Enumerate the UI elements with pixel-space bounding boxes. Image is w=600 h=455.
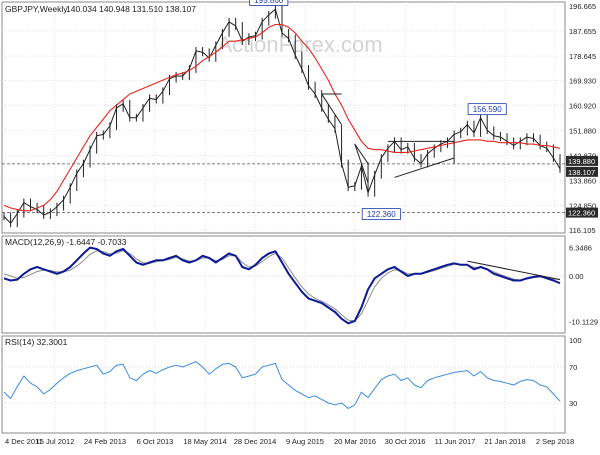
price-y-tick-label: 133.860 xyxy=(569,177,596,186)
macd-y-tick-label: 0.00 xyxy=(569,272,584,281)
macd-panel-frame xyxy=(1,235,566,334)
swing-annotation-box xyxy=(467,103,507,116)
price-y-tick-label: 187.655 xyxy=(569,27,596,36)
price-line xyxy=(3,8,561,224)
macd-trend-line xyxy=(467,260,561,281)
price-tag-label: 139.880 xyxy=(568,157,595,166)
low-annotation: 122.360 xyxy=(367,210,396,219)
price-tag-box xyxy=(566,207,598,218)
x-tick-label: 15 Jul 2012 xyxy=(36,437,75,446)
low-annotation-box xyxy=(361,208,401,220)
x-tick-label: 9 Aug 2015 xyxy=(286,437,324,446)
x-tick-label: 6 Oct 2013 xyxy=(137,437,174,446)
trend-line xyxy=(321,93,342,125)
sma-line xyxy=(3,23,561,212)
x-tick-label: 11 Jun 2017 xyxy=(435,437,476,446)
trend-line xyxy=(354,143,369,184)
price-tag-box xyxy=(566,155,598,166)
rsi-y-tick-label: 30 xyxy=(569,399,577,408)
rsi-title: RSI(14) 32.3001 xyxy=(5,337,68,347)
x-tick-label: 18 May 2014 xyxy=(183,437,226,446)
swing-annotation: 156.590 xyxy=(473,105,502,114)
trend-line xyxy=(354,143,369,164)
price-layer: 195.860 156.590 122.360 xyxy=(2,0,565,228)
rsi-layer xyxy=(3,361,561,409)
rsi-line xyxy=(3,361,561,409)
grid-layer xyxy=(2,2,565,433)
price-y-tick-label: 116.105 xyxy=(569,226,596,235)
macd-y-tick-label: 6.3486 xyxy=(569,243,592,252)
x-tick-label: 21 Jan 2018 xyxy=(484,437,525,446)
macd-line xyxy=(3,246,561,325)
price-y-tick-label: 124.850 xyxy=(569,202,596,211)
price-y-tick-label: 178.645 xyxy=(569,52,596,61)
macd-y-tick-label: -10.1129 xyxy=(569,318,598,327)
high-annotation: 195.860 xyxy=(254,0,283,5)
x-tick-label: 28 Dec 2014 xyxy=(234,437,277,446)
x-tick-label: 20 Mar 2016 xyxy=(334,437,376,446)
price-y-tick-label: 160.920 xyxy=(569,101,596,110)
axis-label-layer: 196.665 187.655 178.645 169.930 160.920 151.8… xyxy=(5,2,598,446)
high-annotation-box xyxy=(249,0,289,6)
x-tick-label: 24 Feb 2013 xyxy=(84,437,126,446)
trend-line xyxy=(394,157,455,178)
x-tick-label: 2 Sep 2018 xyxy=(536,437,574,446)
watermark-text: ActionForex.com xyxy=(217,32,382,57)
rsi-panel-frame xyxy=(1,335,566,434)
price-tag-label: 138.107 xyxy=(568,168,595,177)
price-y-tick-label: 169.930 xyxy=(569,76,596,85)
symbol-label: GBPJPY,Weekly xyxy=(5,4,68,14)
rsi-y-tick-label: 70 xyxy=(569,363,577,372)
macd-layer xyxy=(3,246,561,325)
macd-title: MACD(12,26,9) -1.6447 -0.7033 xyxy=(5,237,127,247)
price-y-tick-label: 196.665 xyxy=(569,2,596,11)
x-tick-label: 4 Dec 2011 xyxy=(5,437,43,446)
rsi-y-tick-label: 100 xyxy=(569,336,582,345)
x-tick-label: 30 Oct 2016 xyxy=(385,437,426,446)
price-y-tick-label: 151.880 xyxy=(569,127,596,136)
price-tag-box xyxy=(566,166,598,177)
price-tag-label: 122.360 xyxy=(568,209,595,218)
ohlc-readout: 140.034 140.948 131.510 138.107 xyxy=(66,4,196,14)
